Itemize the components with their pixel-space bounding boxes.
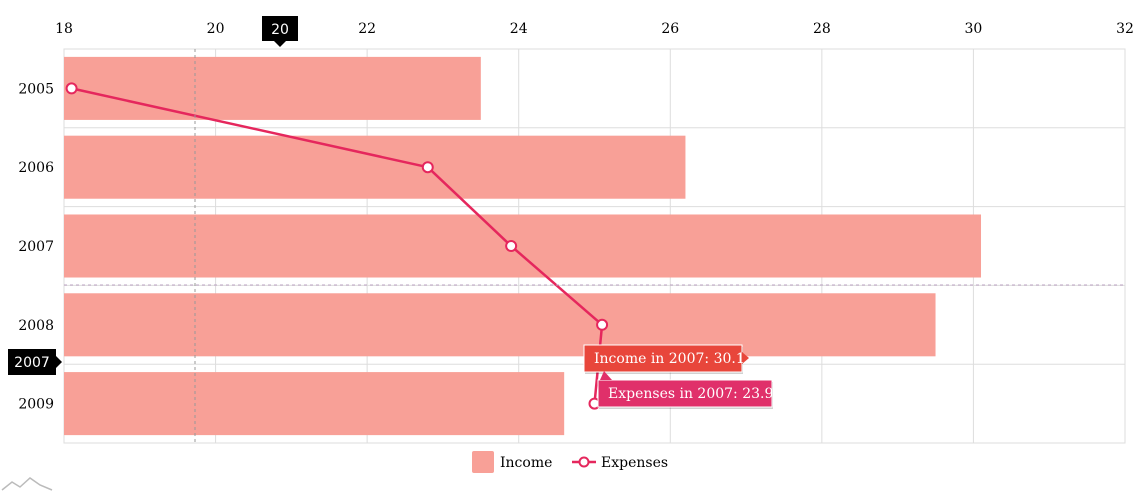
income-bar[interactable] <box>64 135 686 199</box>
income-bar[interactable] <box>64 56 481 120</box>
x-tick-label: 30 <box>965 21 983 37</box>
legend-expenses-label[interactable]: Expenses <box>601 455 668 471</box>
cursor-x-label-bg <box>262 16 298 41</box>
income-bars <box>64 56 982 436</box>
y-tick-label: 2006 <box>18 160 54 176</box>
x-tick-label: 24 <box>510 21 528 37</box>
cursor: 20 2007 <box>8 16 1125 443</box>
cursor-y-label: 2007 <box>14 355 50 371</box>
x-tick-label: 32 <box>1116 21 1134 37</box>
x-tick-label: 20 <box>207 21 225 37</box>
x-tick-label: 22 <box>358 21 376 37</box>
tooltip-text: Expenses in 2007: 23.9 <box>608 386 773 402</box>
tooltip-box <box>583 344 743 373</box>
legend-expenses-bullet[interactable] <box>578 456 590 468</box>
cursor-x-label-pointer <box>274 41 286 47</box>
tooltips: Income in 2007: 30.1 Expenses in 2007: 23… <box>583 344 773 409</box>
expenses-bullet[interactable] <box>65 82 78 95</box>
expenses-bullet[interactable] <box>421 161 434 174</box>
cursor-y-label-bg <box>8 349 56 375</box>
income-bar[interactable] <box>64 214 982 278</box>
x-tick-label: 26 <box>661 21 679 37</box>
legend-income-swatch[interactable] <box>472 451 494 473</box>
income-bar[interactable] <box>64 372 565 436</box>
tooltip-pointer <box>742 352 749 364</box>
x-tick-label: 18 <box>55 21 73 37</box>
axes: 18 20 22 24 26 28 30 32 2005 2006 2007 2008 2009 <box>18 21 1134 413</box>
y-tick-label: 2007 <box>18 239 54 255</box>
y-tick-label: 2005 <box>18 81 54 97</box>
expenses-bullet[interactable] <box>505 240 518 252</box>
tooltip-text: Income in 2007: 30.1 <box>594 351 745 367</box>
cursor-y-label-pointer <box>56 356 62 368</box>
legend-income-label[interactable]: Income <box>500 455 552 471</box>
y-tick-label: 2008 <box>18 318 54 334</box>
expenses-bullet[interactable] <box>596 318 609 331</box>
income-bar[interactable] <box>64 293 936 357</box>
x-tick-label: 28 <box>813 21 831 37</box>
chart-logo-icon[interactable] <box>1 477 53 491</box>
cursor-x-label: 20 <box>271 22 289 38</box>
y-tick-label: 2009 <box>18 397 54 413</box>
tooltip-box <box>597 379 773 408</box>
tooltip-pointer <box>600 371 612 380</box>
legend[interactable]: Income Expenses <box>472 451 668 473</box>
